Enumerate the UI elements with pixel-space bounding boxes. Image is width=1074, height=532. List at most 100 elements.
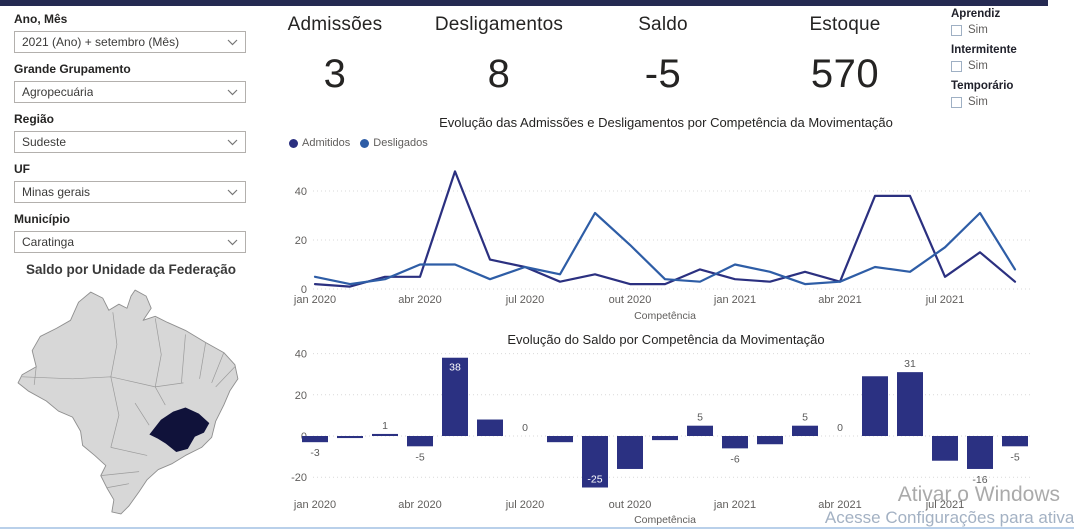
checkbox-label: Sim — [968, 96, 988, 108]
checkbox-label: Sim — [968, 60, 988, 72]
filter-panel: Ano, Mês 2021 (Ano) + setembro (Mês) Gra… — [14, 12, 246, 262]
toggle-slicer-panel: Aprendiz Sim Intermitente Sim Temporário… — [951, 8, 1061, 116]
slicer-aprendiz: Aprendiz Sim — [951, 8, 1061, 36]
saldo-bar[interactable] — [582, 436, 608, 488]
saldo-bar[interactable] — [862, 376, 888, 436]
kpi-value: -5 — [644, 52, 682, 96]
filter-regiao: Região Sudeste — [14, 112, 246, 153]
legend-name: Admitidos — [302, 137, 351, 149]
saldo-bar[interactable] — [337, 436, 363, 439]
bar-data-label: 5 — [802, 412, 808, 424]
slicer-label: Intermitente — [951, 44, 1017, 56]
brazil-country-shape[interactable] — [17, 289, 239, 515]
saldo-bar[interactable] — [932, 436, 958, 461]
x-tick-label: abr 2021 — [818, 294, 861, 306]
x-tick-label: abr 2021 — [818, 499, 861, 511]
saldo-bar[interactable] — [897, 372, 923, 436]
legend-name: Desligados — [373, 137, 428, 149]
line-chart-title: Evolução das Admissões e Desligamentos p… — [439, 115, 893, 130]
saldo-bar[interactable] — [407, 436, 433, 447]
bar-data-label: 38 — [449, 362, 461, 374]
brazil-map[interactable] — [10, 284, 250, 518]
legend-item-desligados[interactable]: Desligados — [360, 137, 428, 149]
x-tick-label: jan 2020 — [293, 499, 336, 511]
kpi-label: Admissões — [287, 14, 383, 35]
bar-data-label: -16 — [972, 474, 987, 486]
saldo-bar[interactable] — [1002, 436, 1028, 447]
kpi-label: Estoque — [809, 14, 881, 35]
regiao-dropdown[interactable]: Sudeste — [14, 131, 246, 153]
x-tick-label: jan 2021 — [713, 499, 756, 511]
x-tick-label: jul 2021 — [925, 499, 965, 511]
saldo-bar[interactable] — [442, 357, 468, 436]
state-minas-gerais[interactable] — [149, 407, 210, 452]
filter-label: Ano, Mês — [14, 12, 68, 26]
line-series-desligados[interactable] — [313, 211, 1017, 286]
chevron-down-icon — [227, 233, 238, 251]
admissions-dismissals-line-chart[interactable]: Evolução das Admissões e Desligamentos p… — [283, 115, 1049, 327]
kpi-label: Saldo — [638, 14, 688, 35]
dropdown-value: Caratinga — [22, 235, 75, 249]
y-tick-label: 20 — [295, 390, 307, 402]
kpi-saldo: Saldo -5 — [568, 14, 758, 97]
windows-activation-watermark-line1: Ativar o Windows — [897, 483, 1060, 506]
x-tick-label: abr 2020 — [398, 294, 441, 306]
saldo-bar[interactable] — [302, 436, 328, 443]
saldo-bar[interactable] — [967, 436, 993, 469]
aprendiz-sim-checkbox[interactable] — [951, 24, 962, 36]
slicer-label: Aprendiz — [951, 8, 1001, 20]
legend-dot-icon — [360, 138, 370, 148]
saldo-bar[interactable] — [617, 436, 643, 469]
filter-grande-grupamento: Grande Grupamento Agropecuária — [14, 62, 246, 103]
x-tick-label: jan 2021 — [713, 294, 756, 306]
saldo-bar[interactable] — [792, 425, 818, 436]
saldo-bar[interactable] — [652, 436, 678, 441]
dropdown-value: 2021 (Ano) + setembro (Mês) — [22, 35, 180, 49]
bar-data-label: 31 — [904, 358, 916, 370]
x-tick-label: jul 2020 — [505, 499, 545, 511]
y-tick-label: -20 — [291, 472, 307, 484]
temporario-sim-checkbox[interactable] — [951, 96, 962, 108]
x-tick-label: jan 2020 — [293, 294, 336, 306]
legend-dot-icon — [289, 138, 298, 148]
state-borders — [22, 312, 236, 489]
dropdown-value: Agropecuária — [22, 85, 94, 99]
x-tick-label: out 2020 — [609, 294, 652, 306]
dropdown-value: Sudeste — [22, 135, 67, 149]
slicer-temporario: Temporário Sim — [951, 80, 1061, 108]
kpi-value: 3 — [323, 52, 347, 96]
windows-activation-watermark-line2: Acesse Configurações para ativar — [824, 508, 1074, 527]
x-tick-label: out 2020 — [609, 499, 652, 511]
saldo-bar[interactable] — [722, 436, 748, 449]
saldo-bar-chart[interactable]: Evolução do Saldo por Competência da Mov… — [283, 332, 1049, 532]
line-series-admitidos[interactable] — [313, 170, 1017, 288]
filter-uf: UF Minas gerais — [14, 162, 246, 203]
y-tick-label: 40 — [295, 186, 307, 198]
kpi-value: 8 — [487, 52, 511, 96]
intermitente-sim-checkbox[interactable] — [951, 60, 962, 72]
municipio-dropdown[interactable]: Caratinga — [14, 231, 246, 253]
saldo-bar[interactable] — [687, 425, 713, 436]
saldo-bar[interactable] — [372, 433, 398, 436]
uf-dropdown[interactable]: Minas gerais — [14, 181, 246, 203]
y-tick-label: 40 — [295, 350, 307, 361]
saldo-bar[interactable] — [547, 436, 573, 443]
legend-item-admitidos[interactable]: Admitidos — [289, 137, 350, 149]
kpi-value: 570 — [810, 52, 880, 96]
chevron-down-icon — [227, 183, 238, 201]
filter-label: Grande Grupamento — [14, 62, 131, 76]
saldo-bar[interactable] — [757, 436, 783, 445]
top-accent-bar — [0, 0, 1048, 6]
bar-data-label: 0 — [837, 422, 843, 434]
filter-municipio: Município Caratinga — [14, 212, 246, 253]
filter-ano-mes: Ano, Mês 2021 (Ano) + setembro (Mês) — [14, 12, 246, 53]
ano-mes-dropdown[interactable]: 2021 (Ano) + setembro (Mês) — [14, 31, 246, 53]
y-tick-label: 0 — [301, 284, 307, 296]
grande-grupamento-dropdown[interactable]: Agropecuária — [14, 81, 246, 103]
x-axis-title: Competência — [634, 514, 696, 526]
saldo-bar[interactable] — [477, 419, 503, 436]
x-tick-label: jul 2020 — [505, 294, 545, 306]
line-chart-legend: Admitidos Desligados — [289, 137, 428, 149]
